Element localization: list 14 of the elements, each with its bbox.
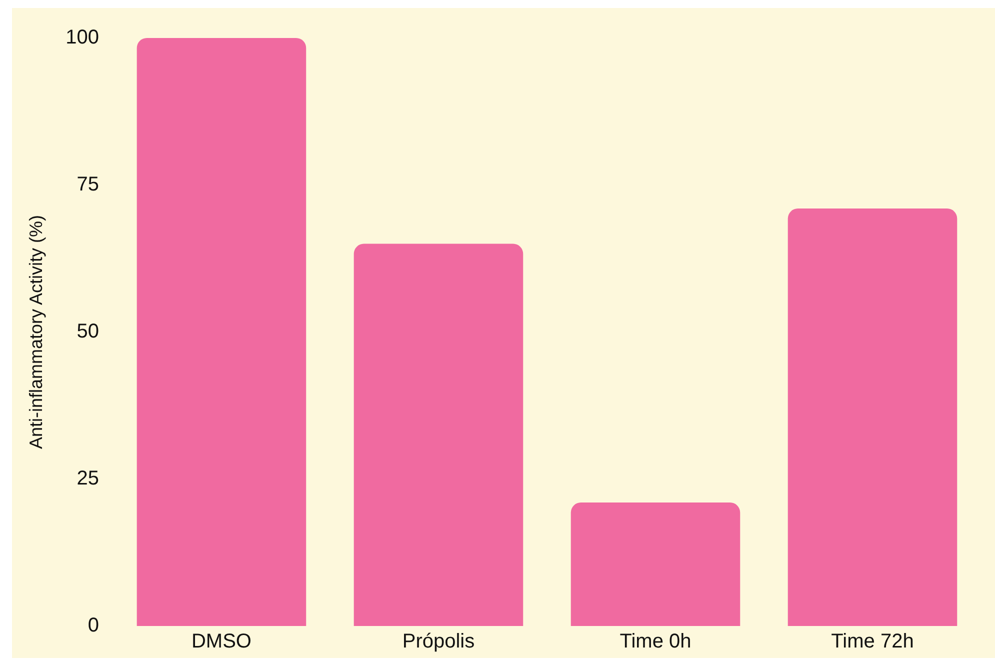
bar [136, 38, 306, 626]
y-tick-label: 0 [88, 614, 99, 637]
x-tick-label: Própolis [402, 630, 475, 653]
bar [354, 244, 524, 626]
y-tick-label: 100 [66, 26, 99, 49]
x-tick-label: Time 72h [831, 630, 914, 653]
y-tick-label: 50 [76, 320, 99, 343]
y-tick-label: 75 [76, 174, 99, 196]
bar [570, 502, 740, 626]
bar [788, 208, 958, 626]
y-axis-title: Anti-inflammatory Activity (%) [26, 214, 46, 450]
y-tick-label: 25 [76, 468, 99, 490]
x-tick-label: Time 0h [620, 630, 692, 653]
x-tick-label: DMSO [191, 630, 252, 653]
